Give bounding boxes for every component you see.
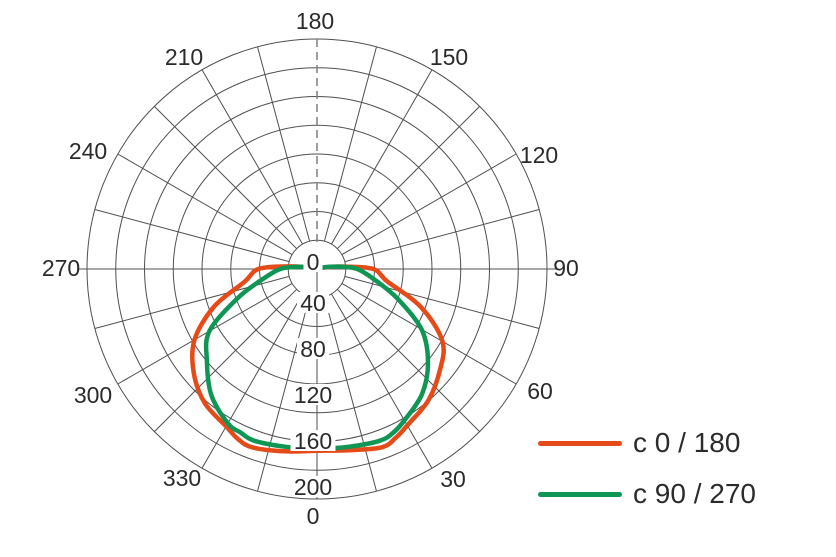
grid-spoke: [323, 46, 377, 242]
radial-tick-label-bg: [297, 292, 329, 313]
grid-spoke: [94, 209, 290, 263]
grid-spoke: [201, 69, 304, 245]
legend-label-c90-270: c 90 / 270: [633, 478, 756, 509]
grid-spoke: [117, 282, 293, 385]
angle-label-60: 60: [527, 378, 553, 404]
radial-tick-label: 0: [307, 249, 320, 275]
radial-tick-label-bg: [297, 338, 329, 359]
radial-tick-label-bg: [290, 476, 336, 497]
grid-spoke: [336, 288, 480, 432]
legend-item-c90-270: c 90 / 270: [538, 474, 756, 514]
grid-spoke: [341, 153, 517, 256]
legend-swatch-c0-180-line: [538, 440, 622, 446]
grid-spoke: [330, 69, 433, 245]
angle-label-90: 90: [553, 255, 579, 281]
radial-tick-label-bg: [303, 251, 323, 272]
radial-tick-label: 200: [294, 474, 332, 500]
grid-spoke: [154, 106, 298, 250]
grid-spoke: [344, 275, 540, 329]
legend-item-c0-180: c 0 / 180: [538, 423, 756, 463]
radial-tick-label: 40: [300, 290, 326, 316]
grid-spoke: [344, 209, 540, 263]
angle-label-180: 180: [296, 8, 334, 34]
radial-tick-label-bg: [290, 430, 336, 451]
grid-spoke: [154, 288, 298, 432]
legend-swatch-c90-270-line: [538, 491, 622, 497]
legend-label-c0-180: c 0 / 180: [633, 427, 741, 458]
grid-spoke: [323, 296, 377, 492]
grid-spoke: [201, 293, 304, 469]
angle-label-0: 0: [307, 503, 320, 529]
angle-label-150: 150: [430, 44, 468, 70]
radial-tick-label: 120: [294, 382, 332, 408]
grid-spoke: [257, 46, 311, 242]
angle-label-120: 120: [520, 142, 558, 168]
angle-label-330: 330: [163, 465, 201, 491]
grid-spoke: [330, 293, 433, 469]
radial-tick-label: 80: [300, 336, 326, 362]
angle-label-210: 210: [165, 44, 203, 70]
angle-label-240: 240: [69, 138, 107, 164]
grid-spoke: [257, 296, 311, 492]
radial-tick-label-bg: [290, 384, 336, 405]
angle-label-30: 30: [440, 466, 466, 492]
angle-label-300: 300: [74, 382, 112, 408]
grid-spoke: [336, 106, 480, 250]
grid-spoke: [117, 153, 293, 256]
grid-spoke: [341, 282, 517, 385]
radial-tick-label: 160: [294, 428, 332, 454]
angle-label-270: 270: [42, 255, 80, 281]
legend: c 0 / 180 c 90 / 270: [538, 423, 756, 525]
